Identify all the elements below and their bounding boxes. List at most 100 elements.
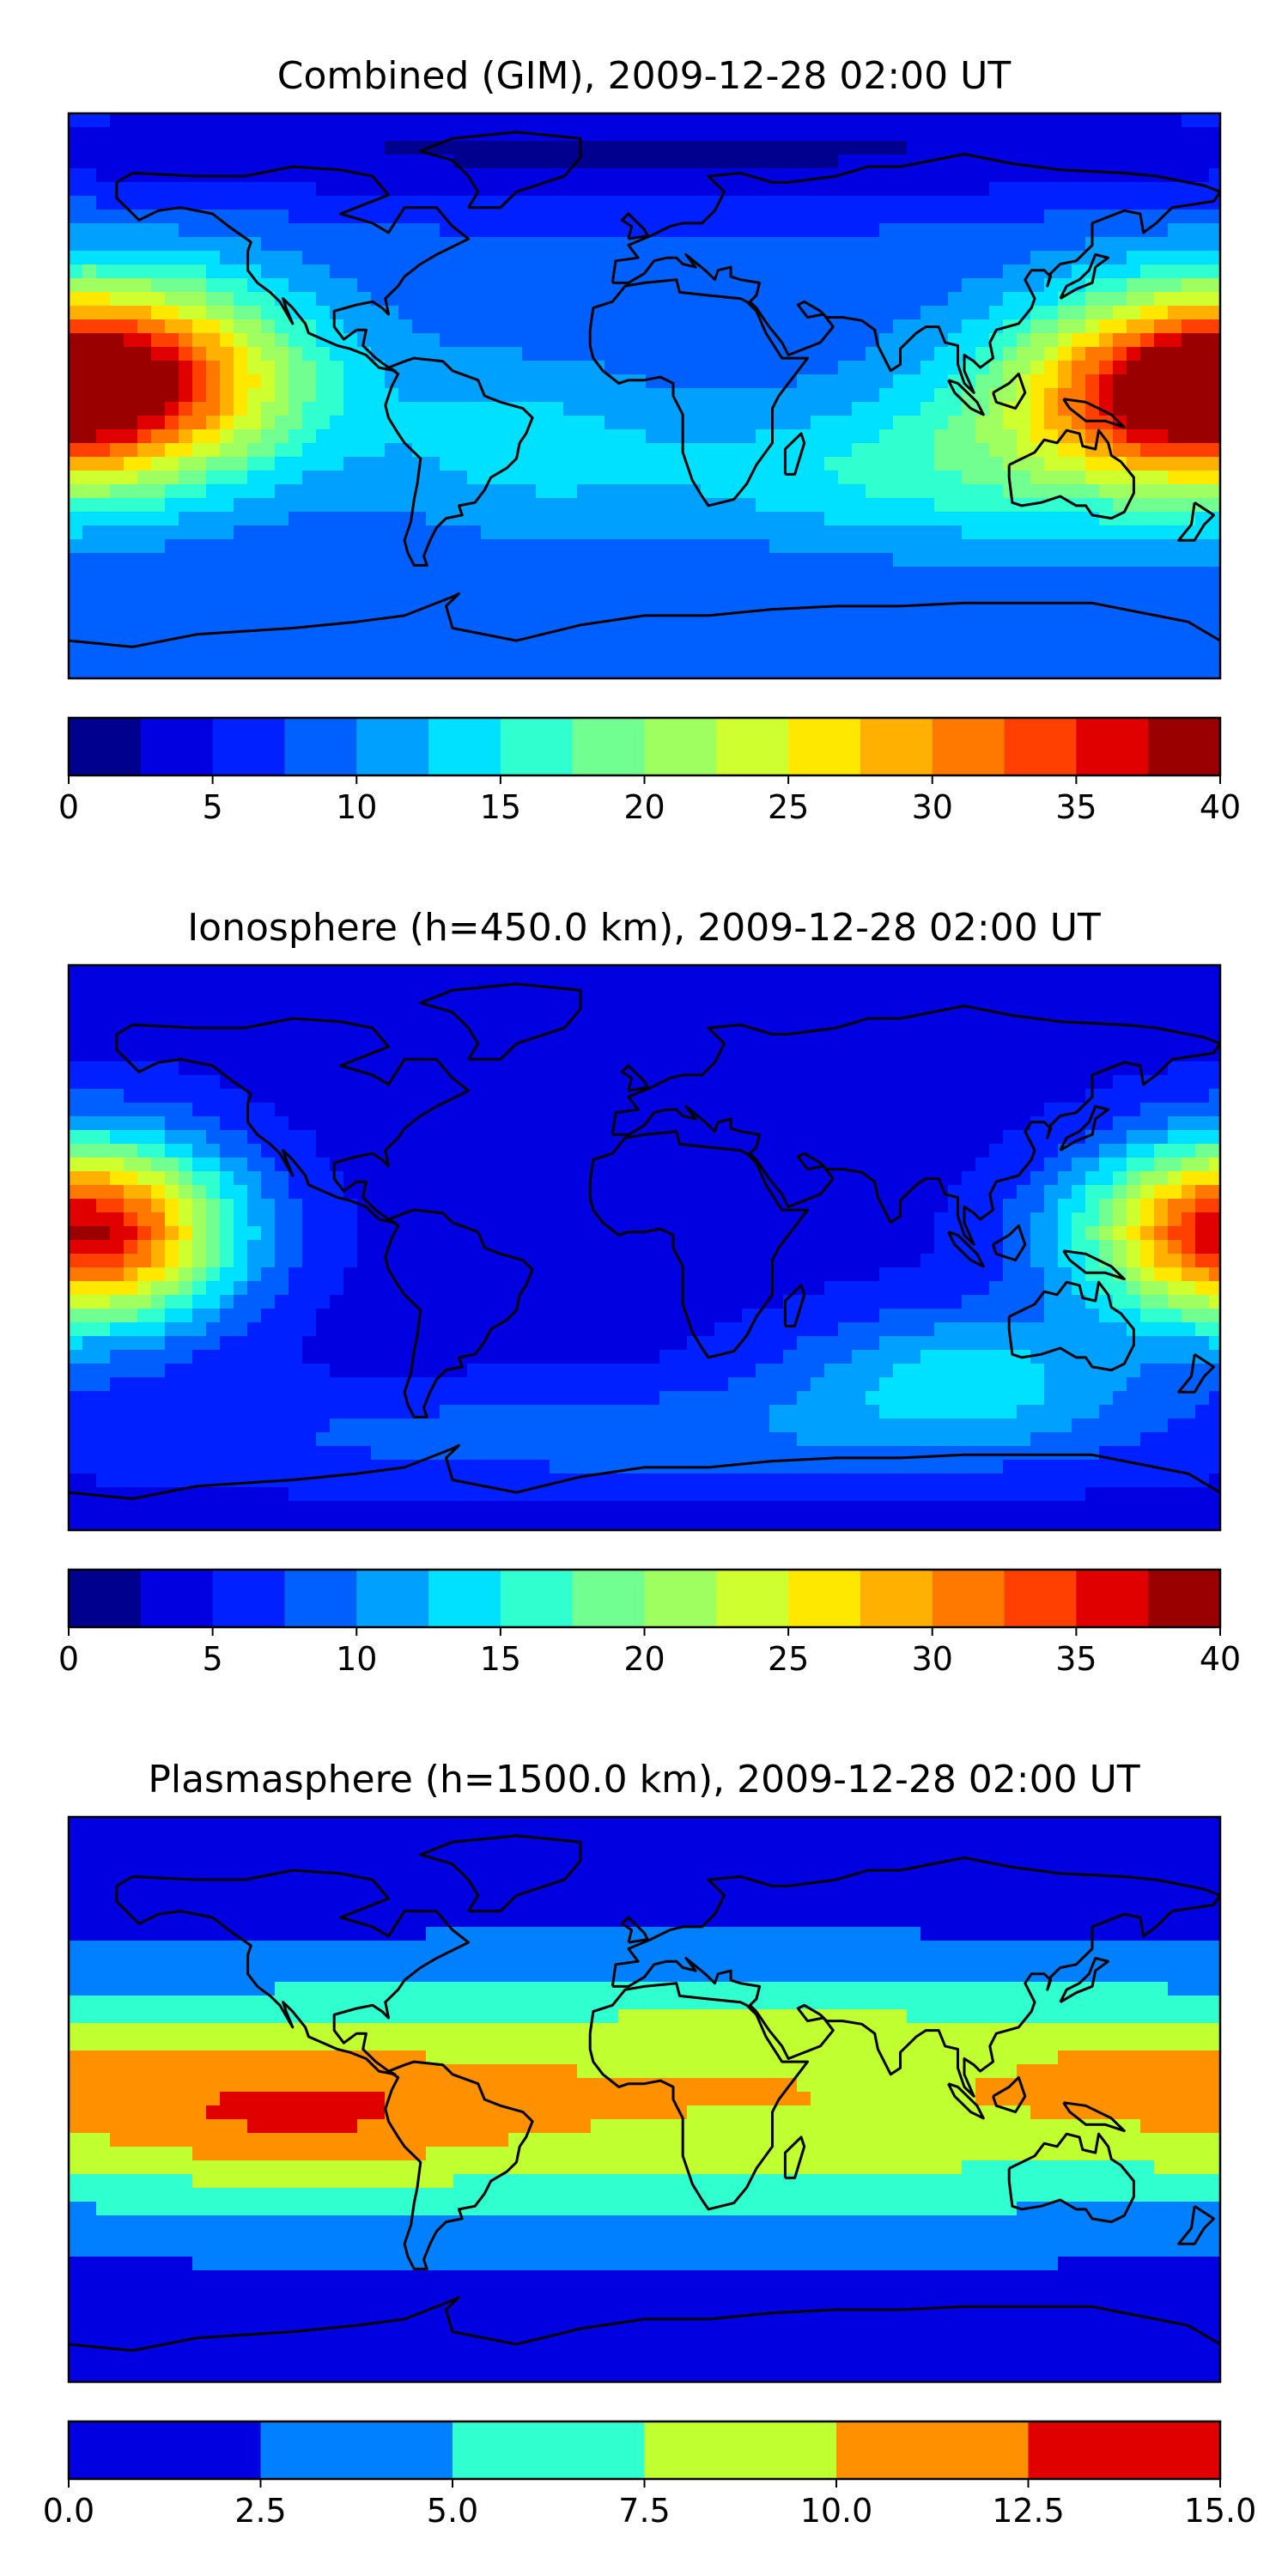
field-cell (742, 347, 756, 361)
field-cell (783, 663, 798, 677)
field-cell (879, 141, 894, 155)
field-cell (289, 539, 303, 554)
field-cell (1003, 347, 1018, 361)
field-cell (1168, 210, 1182, 224)
field-cell (948, 196, 963, 210)
field-cell (1017, 306, 1031, 320)
field-cell (934, 237, 949, 252)
field-cell (797, 1089, 811, 1103)
field-cell (398, 1089, 413, 1103)
field-cell (605, 471, 619, 485)
field-cell (975, 663, 990, 677)
field-cell (192, 979, 207, 993)
field-cell (69, 471, 83, 485)
field-cell (989, 361, 1004, 375)
field-cell (508, 155, 523, 169)
field-cell (206, 1103, 221, 1117)
field-cell (1140, 993, 1155, 1007)
field-cell (124, 210, 138, 224)
field-cell (440, 580, 454, 595)
field-cell (563, 471, 578, 485)
field-cell (330, 553, 344, 568)
field-cell (192, 594, 207, 609)
field-cell (412, 1185, 427, 1200)
field-cell (811, 402, 825, 416)
field-cell (1140, 622, 1155, 636)
field-cell (907, 1171, 921, 1186)
field-cell (1127, 1130, 1141, 1145)
field-cell (1140, 155, 1155, 169)
field-cell (124, 526, 138, 540)
field-cell (440, 993, 454, 1007)
field-cell (920, 484, 935, 499)
field-cell (1017, 1116, 1031, 1131)
field-cell (907, 471, 921, 485)
field-cell (1182, 155, 1196, 169)
field-cell (495, 168, 509, 183)
field-cell (1195, 402, 1210, 416)
field-cell (852, 1130, 866, 1145)
field-cell (673, 553, 688, 568)
field-cell (467, 580, 482, 595)
field-cell (811, 649, 825, 664)
field-cell (714, 965, 729, 980)
field-cell (1127, 526, 1141, 540)
field-cell (989, 429, 1004, 444)
field-cell (371, 1116, 386, 1131)
field-cell (797, 416, 811, 430)
field-cell (852, 416, 866, 430)
field-cell (1182, 608, 1196, 623)
field-cell (866, 553, 880, 568)
field-cell (714, 979, 729, 993)
field-cell (550, 319, 564, 334)
field-cell (110, 306, 125, 320)
field-cell (536, 278, 550, 293)
field-cell (495, 484, 509, 499)
field-cell (962, 1130, 976, 1145)
field-cell (220, 580, 234, 595)
field-cell (261, 113, 276, 128)
field-cell (618, 155, 633, 169)
field-cell (1044, 155, 1059, 169)
field-cell (962, 471, 976, 485)
field-cell (879, 965, 894, 980)
field-cell (769, 1089, 784, 1103)
field-cell (920, 402, 935, 416)
field-cell (495, 622, 509, 636)
field-cell (1030, 1130, 1045, 1145)
field-cell (330, 182, 344, 197)
field-cell (1168, 1034, 1182, 1048)
field-cell (261, 223, 276, 238)
field-cell (646, 361, 660, 375)
field-cell (1058, 663, 1072, 677)
field-cell (769, 608, 784, 623)
field-cell (618, 1185, 633, 1200)
field-cell (1003, 663, 1018, 677)
field-cell (522, 1171, 537, 1186)
field-cell (426, 649, 440, 664)
field-cell (1017, 402, 1031, 416)
field-cell (330, 484, 344, 499)
field-cell (179, 1144, 193, 1158)
field-cell (247, 512, 262, 526)
field-cell (1168, 223, 1182, 238)
field-cell (467, 278, 482, 293)
field-cell (481, 113, 495, 128)
field-cell (866, 237, 880, 252)
field-cell (398, 141, 413, 155)
field-cell (179, 1061, 193, 1076)
field-cell (563, 141, 578, 155)
field-cell (591, 223, 605, 238)
field-cell (577, 182, 592, 197)
field-cell (289, 1103, 303, 1117)
field-cell (838, 374, 853, 389)
field-cell (659, 416, 674, 430)
field-cell (440, 168, 454, 183)
field-cell (522, 113, 537, 128)
field-cell (1195, 429, 1210, 444)
field-cell (618, 484, 633, 499)
field-cell (701, 457, 715, 471)
field-cell (907, 429, 921, 444)
field-cell (453, 649, 468, 664)
field-cell (1003, 168, 1018, 183)
